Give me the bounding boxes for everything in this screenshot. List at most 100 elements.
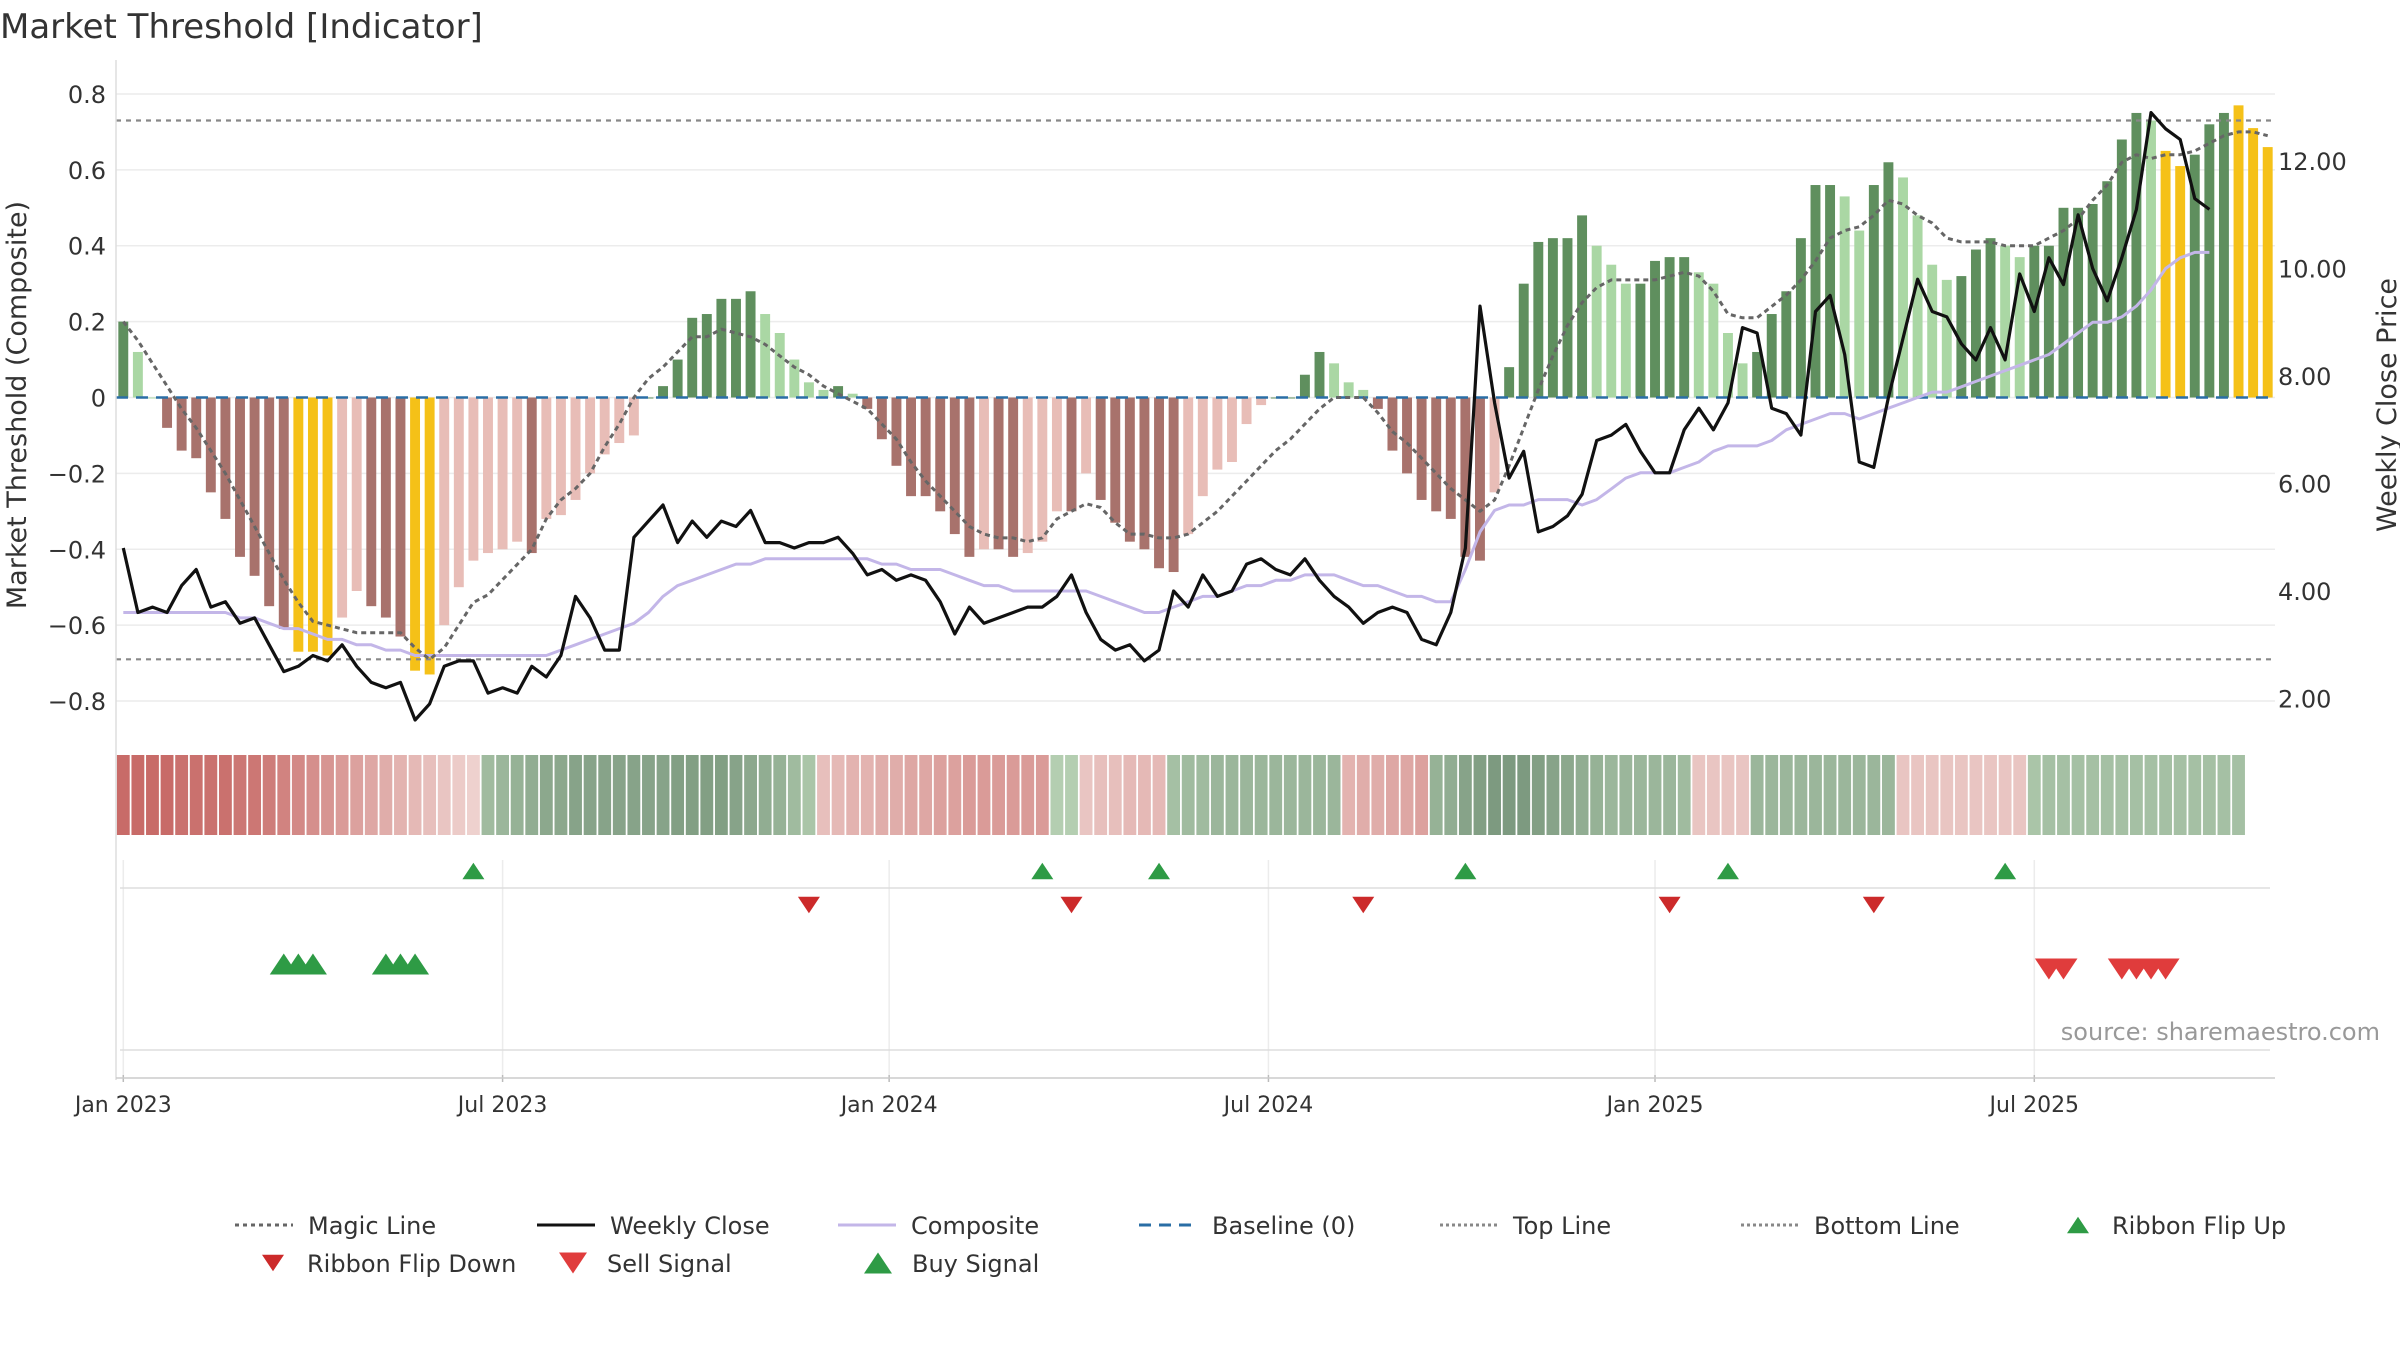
bars-layer	[118, 105, 2273, 675]
composite-bar	[716, 298, 727, 398]
ribbon-cell	[408, 755, 422, 835]
composite-bar	[366, 397, 377, 607]
ribbon-cell	[904, 755, 918, 835]
ribbon-flip-down-marker	[1658, 896, 1681, 914]
ribbon-cell	[1488, 755, 1501, 835]
composite-bar	[1154, 397, 1164, 569]
ribbon-cell	[496, 755, 509, 835]
y-tick-label: 0.4	[68, 233, 106, 261]
composite-bar	[162, 397, 173, 428]
ribbon-cell	[1298, 755, 1312, 835]
composite-bar	[906, 397, 916, 497]
composite-bar	[687, 317, 698, 398]
composite-bar	[1708, 283, 1719, 398]
composite-bar	[1985, 238, 1996, 398]
composite-bar	[1095, 397, 1106, 500]
ribbon-cell	[758, 755, 772, 835]
ribbon-flip-up-marker	[1148, 862, 1171, 880]
ribbon-flip-down-marker	[1352, 896, 1375, 914]
magic-line	[122, 130, 2269, 661]
composite-bar	[424, 397, 435, 675]
ribbon-cell	[962, 755, 976, 835]
ribbon-cell	[1079, 755, 1093, 835]
composite-bar	[410, 397, 421, 671]
composite-bar	[1547, 238, 1558, 398]
y-tick-label: 0.2	[68, 309, 106, 337]
composite-bar	[380, 397, 391, 618]
composite-bar	[395, 397, 406, 637]
composite-bar	[555, 397, 566, 516]
ribbon-cell	[1823, 755, 1837, 835]
composite-bar	[526, 397, 537, 554]
ribbon-cell	[2115, 755, 2129, 835]
ribbon-cell	[1809, 755, 1822, 835]
composite-bar	[541, 397, 552, 519]
composite-bar	[278, 397, 289, 629]
ribbon-cell	[773, 755, 787, 835]
composite-bar	[2248, 128, 2259, 398]
composite-bar	[2189, 154, 2200, 398]
composite-bar	[760, 314, 771, 398]
composite-bar	[2175, 166, 2186, 398]
ribbon-cell	[1473, 755, 1487, 835]
ribbon-cell	[1342, 755, 1356, 835]
composite-bar	[1504, 367, 1515, 398]
composite-bar	[1212, 397, 1223, 470]
y2-tick-label: 8.00	[2278, 363, 2331, 391]
ribbon-cell	[1969, 755, 1983, 835]
composite-bar	[1810, 185, 1821, 398]
ribbon-cell	[364, 755, 378, 835]
buy-signal-marker	[401, 953, 430, 975]
ribbon-cell	[1619, 755, 1633, 835]
buy-signal-marker	[298, 953, 327, 975]
composite-bar	[1285, 397, 1296, 399]
composite-bar	[1416, 397, 1427, 500]
ribbon-flip-up-marker	[1716, 862, 1739, 880]
composite-bar	[1635, 283, 1646, 398]
composite-bar	[220, 397, 231, 519]
ribbon-cell	[116, 755, 130, 835]
composite-bar	[1314, 351, 1325, 398]
ribbon-cell	[204, 755, 218, 835]
composite-bar	[2029, 245, 2040, 398]
ribbon-cell	[671, 755, 685, 835]
ribbon-cell	[481, 755, 495, 835]
composite-bar	[979, 397, 989, 550]
composite-bar	[964, 397, 975, 557]
ribbon-cell	[1313, 755, 1326, 835]
ribbon-cell	[1677, 755, 1691, 835]
composite-bar	[1139, 397, 1150, 550]
y2-tick-label: 2.00	[2278, 686, 2331, 714]
legend-label: Ribbon Flip Down	[307, 1250, 516, 1278]
ribbon-cell	[1896, 755, 1910, 835]
ribbon-cell	[146, 755, 159, 835]
ribbon-cell	[948, 755, 962, 835]
composite-bar	[1460, 397, 1471, 557]
ribbon-cell	[1736, 755, 1749, 835]
legend-label: Ribbon Flip Up	[2112, 1212, 2286, 1240]
composite-bar	[1037, 397, 1048, 542]
ribbon-flip-up-marker	[1454, 862, 1477, 880]
ribbon-cell	[1546, 755, 1560, 835]
ribbon-cell	[379, 755, 393, 835]
composite-bar	[672, 359, 683, 398]
ribbon-cell	[846, 755, 860, 835]
y2-tick-label: 4.00	[2278, 578, 2331, 606]
ribbon-cell	[1794, 755, 1808, 835]
sell-signal-marker	[2049, 958, 2078, 980]
ribbon-cell	[875, 755, 889, 835]
axes-layer: 0.8 0.6 0.4 0.2 0 −0.2 −0.4 −0.6 −0.8 12.00 10.00 8…	[48, 60, 2347, 1118]
composite-bar	[1358, 389, 1369, 398]
composite-bar	[132, 351, 143, 398]
legend-item: Magic Line	[235, 1212, 436, 1240]
composite-bar	[2043, 245, 2054, 398]
ribbon-cell	[218, 755, 232, 835]
composite-bar	[993, 397, 1004, 550]
composite-bar	[1825, 185, 1836, 398]
composite-bar	[1941, 279, 1952, 398]
composite-bar	[1168, 397, 1179, 573]
composite-bar	[1518, 283, 1529, 398]
composite-bar	[1868, 185, 1879, 398]
composite-bar	[1270, 397, 1281, 399]
